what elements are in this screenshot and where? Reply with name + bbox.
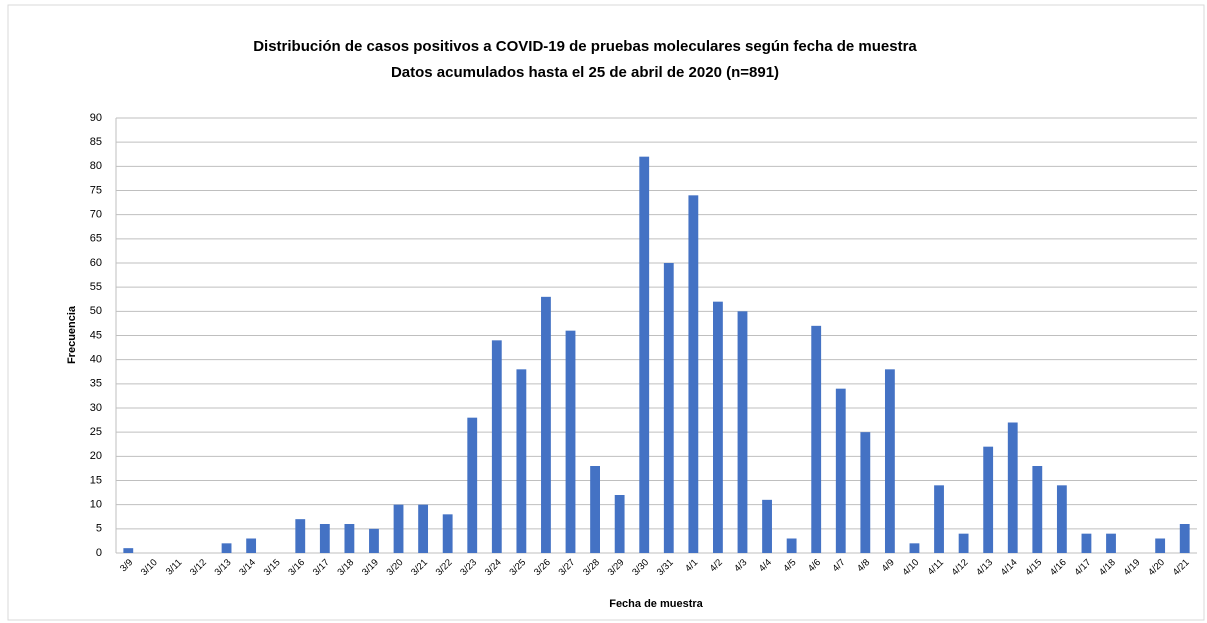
bar [565,330,576,553]
bar [295,519,306,553]
bar [934,485,944,553]
y-tick-label: 55 [90,281,102,293]
bar [835,388,846,553]
bar [639,156,650,553]
bar [1007,422,1018,553]
bar [442,514,453,553]
bar [884,369,895,553]
y-tick-label: 75 [90,184,102,196]
bar [713,301,723,553]
y-tick-label: 20 [90,450,102,462]
x-axis-title: Fecha de muestra [609,598,703,610]
bar [909,543,920,553]
y-tick-label: 0 [96,547,102,559]
bar [737,311,748,553]
bar [786,538,797,553]
y-tick-label: 10 [90,499,102,511]
bar [1056,485,1067,553]
bar [663,263,674,553]
bar [467,417,478,553]
y-tick-label: 70 [90,209,102,221]
chart-subtitle: Datos acumulados hasta el 25 de abril de… [391,64,779,81]
bar [221,543,232,553]
bar [1155,538,1166,553]
y-tick-label: 60 [90,257,102,269]
y-tick-label: 5 [96,523,102,535]
y-tick-label: 90 [90,112,102,124]
y-tick-label: 35 [90,378,102,390]
bar [418,504,429,553]
bar [688,195,699,554]
bar [1179,524,1190,553]
y-tick-label: 30 [90,402,102,414]
y-tick-label: 15 [90,474,102,486]
bar [1106,533,1116,553]
bar [491,340,502,553]
y-tick-label: 65 [90,233,102,245]
bar [762,499,772,553]
bar [516,369,527,553]
y-tick-label: 45 [90,329,102,341]
y-tick-label: 80 [90,160,102,172]
bar [123,548,134,553]
y-tick-label: 25 [90,426,102,438]
bar [983,446,994,553]
bar [369,528,379,553]
bar [344,524,355,553]
bar [1081,533,1092,553]
chart-border [7,4,1205,621]
bar [860,432,871,553]
bar [393,504,404,553]
y-tick-label: 85 [90,136,102,148]
bar [1032,466,1043,553]
bar [590,466,600,553]
y-axis-title: Frecuencia [66,305,78,364]
y-tick-label: 40 [90,354,102,366]
bar [811,325,822,553]
chart-title: Distribución de casos positivos a COVID-… [253,38,917,55]
bar [614,495,625,553]
bar [246,538,257,553]
bar [958,533,969,553]
bar [319,524,330,553]
bar [541,296,551,553]
y-tick-label: 50 [90,305,102,317]
